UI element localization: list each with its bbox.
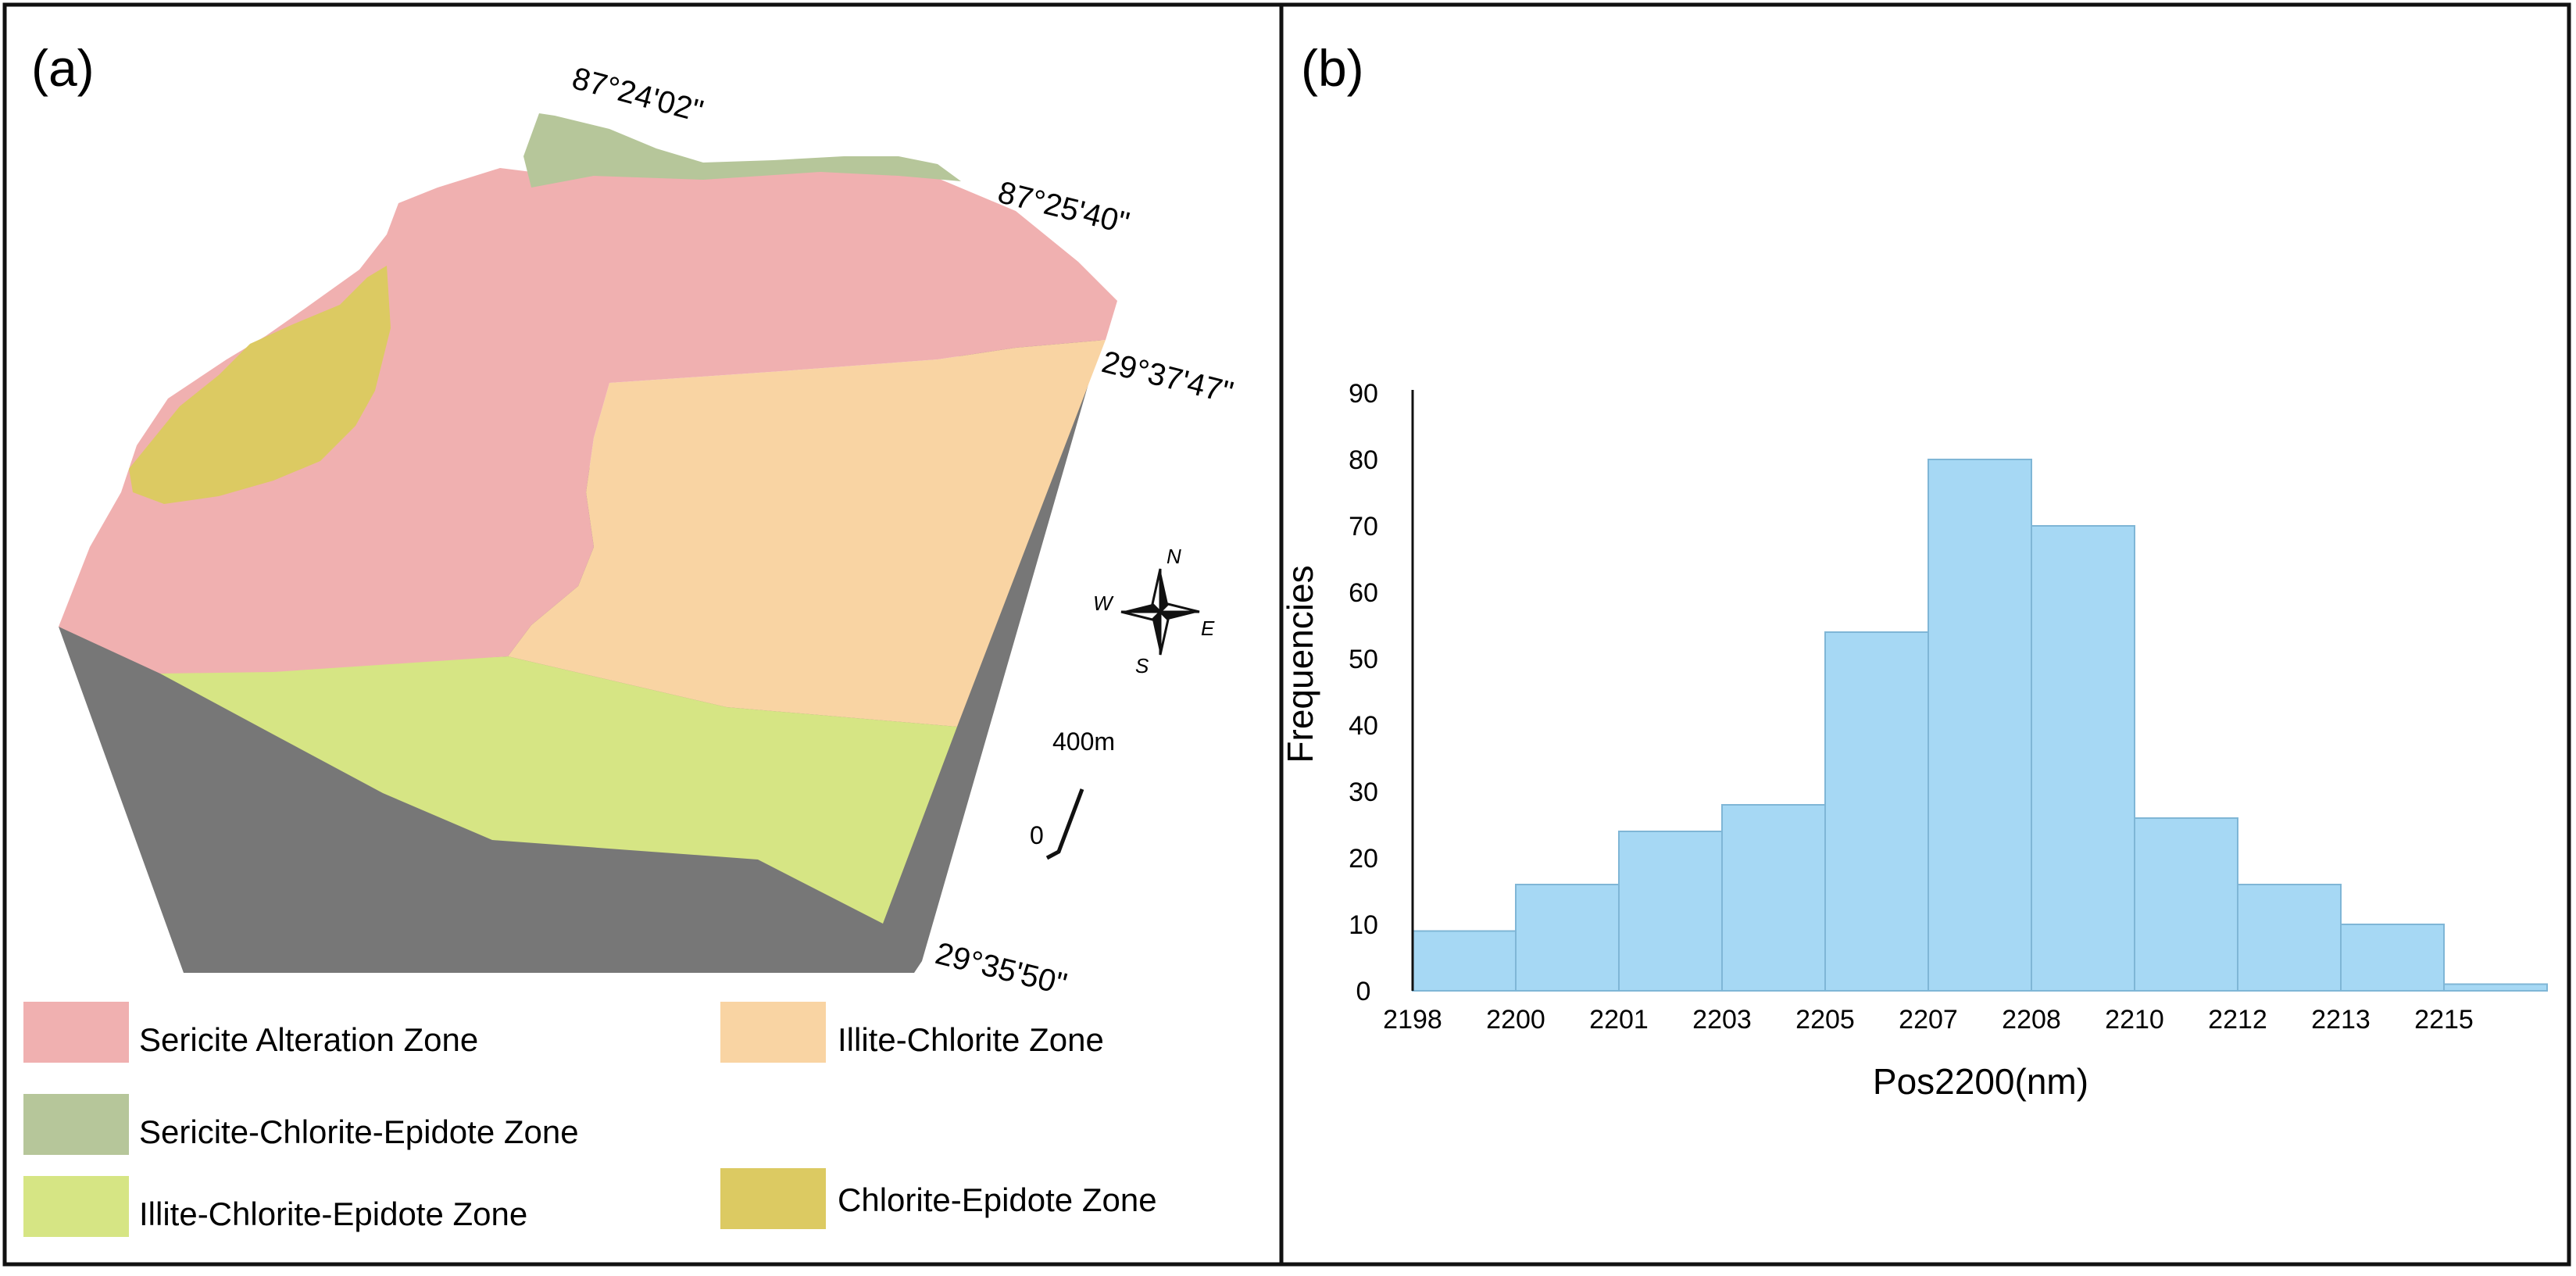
y-tick-label: 0 [1356,977,1371,1006]
compass-west: W [1093,592,1114,615]
y-tick-label: 90 [1349,379,1378,409]
x-tick-label: 2213 [2311,1005,2371,1035]
legend-label-sericite-chlorite-epidote: Sericite-Chlorite-Epidote Zone [139,1113,579,1150]
y-tick-label: 60 [1349,578,1378,608]
x-tick-label: 2208 [2002,1005,2061,1035]
panel-b-frame [1279,2,2571,1267]
y-tick-label: 70 [1349,512,1378,541]
legend-label-illite-chlorite-epidote: Illite-Chlorite-Epidote Zone [139,1196,527,1232]
compass-east: E [1201,617,1215,640]
zone-chlorite-epidote [129,266,391,504]
x-tick-label: 2198 [1383,1005,1442,1035]
x-tick-label: 2200 [1486,1005,1545,1035]
compass-north: N [1167,545,1181,568]
zone-illite-chlorite-epidote [160,656,957,924]
map-legend: Sericite Alteration Zone Illite-Chlorite… [23,1002,1157,1237]
y-tick-label: 80 [1349,445,1378,475]
histogram-bar-2212 [2237,884,2342,992]
legend-swatch-sericite-alteration [23,1002,129,1063]
zone-illite-chlorite [508,340,1106,727]
legend-label-illite-chlorite: Illite-Chlorite Zone [838,1021,1104,1058]
x-tick-label: 2205 [1795,1005,1855,1035]
zone-sericite-alteration [59,160,1117,674]
y-tick-label: 20 [1349,844,1378,874]
legend-label-sericite-alteration: Sericite Alteration Zone [139,1021,478,1058]
scale-bar: 400m 0 [1030,727,1115,860]
coord-top-left: 87°24'02" [569,61,707,129]
histogram-bar-2203 [1721,804,1826,992]
y-axis-title: Frequencies [1280,565,1320,763]
compass-rose-icon: N W E S [1093,545,1215,677]
histogram-bar-2215 [2443,983,2548,992]
x-axis-title: Pos2200(nm) [1873,1061,2088,1102]
x-tick-label: 2201 [1589,1005,1649,1035]
x-tick-label: 2203 [1692,1005,1752,1035]
legend-swatch-illite-chlorite-epidote [23,1176,129,1237]
histogram-bars [1412,459,2548,992]
y-tick-label: 10 [1349,910,1378,940]
compass-south: S [1135,654,1149,677]
y-tick-label: 50 [1349,645,1378,674]
x-tick-label: 2207 [1899,1005,1958,1035]
histogram-bar-2198 [1412,930,1517,992]
x-tick-labels: 2198 2200 2201 2203 2205 2207 2208 2210 2212 2213… [1383,1005,2474,1035]
legend-swatch-sericite-chlorite-epidote [23,1094,129,1155]
histogram-bar-2200 [1515,884,1620,992]
histogram-bar-2210 [2134,817,2238,992]
histogram-bar-2205 [1824,631,1929,992]
histogram-bar-2213 [2340,924,2445,992]
histogram-bar-2201 [1618,831,1723,992]
legend-swatch-chlorite-epidote [720,1168,826,1229]
coord-right-top: 29°37'47" [1099,345,1237,410]
zone-sericite-chlorite-epidote [523,113,961,188]
y-tick-labels: 0 10 20 30 40 50 60 70 80 90 [1349,379,1378,1006]
legend-swatch-illite-chlorite [720,1002,826,1063]
alteration-map [59,113,1117,973]
panel-b-label: (b) [1301,39,1364,97]
x-tick-label: 2212 [2208,1005,2267,1035]
histogram-bar-2208 [2031,525,2135,992]
y-tick-label: 30 [1349,777,1378,807]
panel-a-label: (a) [31,39,95,97]
coord-bottom: 29°35'50" [932,936,1070,1002]
x-tick-label: 2215 [2414,1005,2474,1035]
y-tick-label: 40 [1349,711,1378,741]
legend-label-chlorite-epidote: Chlorite-Epidote Zone [838,1181,1157,1218]
histogram-bar-2207 [1928,459,2032,992]
scale-label-400m: 400m [1052,727,1115,756]
x-tick-label: 2210 [2105,1005,2164,1035]
scale-label-zero: 0 [1030,821,1044,849]
